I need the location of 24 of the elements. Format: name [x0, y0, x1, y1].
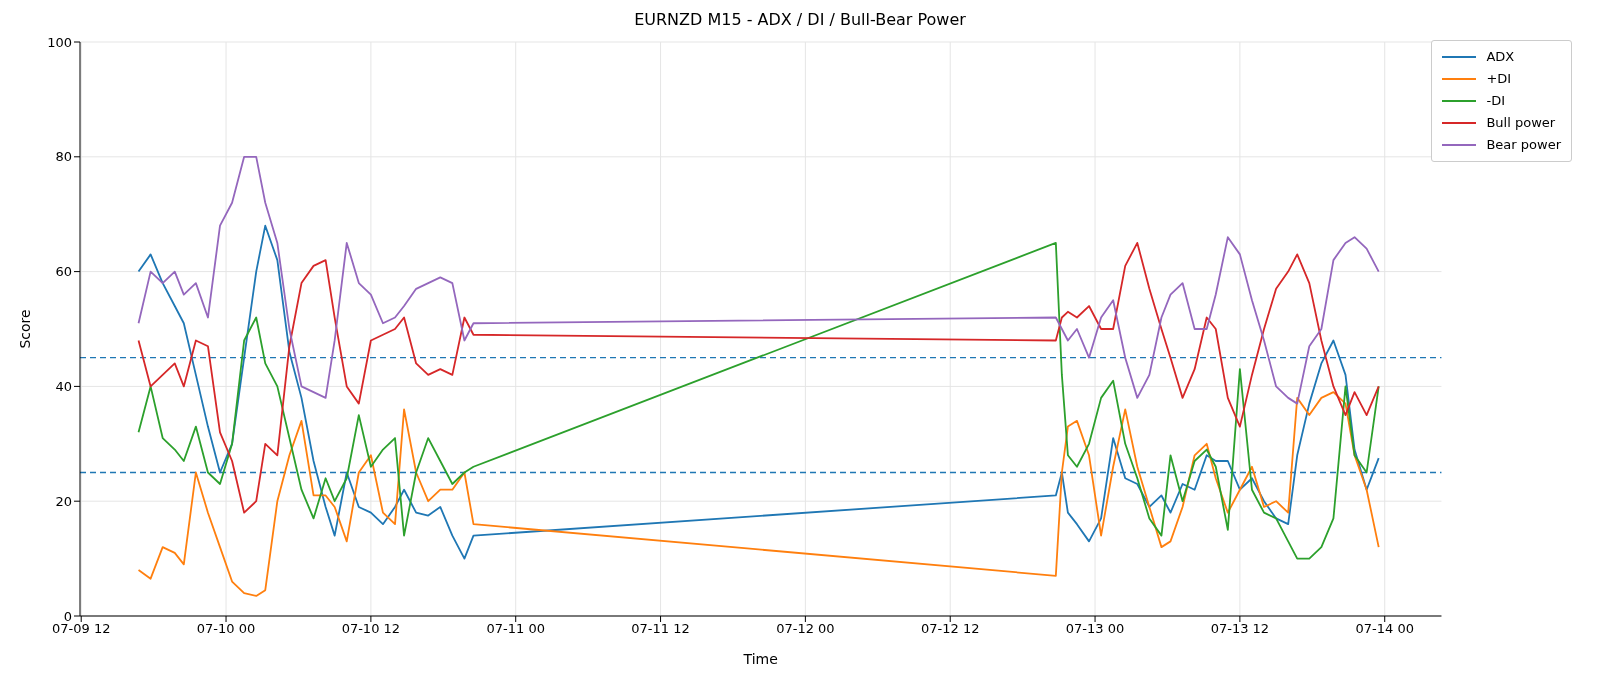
chart-title: EURNZD M15 - ADX / DI / Bull-Bear Power: [633, 9, 967, 31]
x-tick-label: 07-12 00: [776, 621, 835, 637]
x-tick-label: 07-14 00: [1355, 621, 1414, 637]
legend-label: ADX: [1486, 48, 1515, 66]
legend-label: Bear power: [1486, 136, 1561, 154]
y-tick-label: 20: [55, 493, 72, 509]
x-tick-label: 07-10 00: [196, 621, 256, 637]
x-axis-title: Time: [742, 651, 778, 667]
y-tick-label: 80: [55, 149, 72, 165]
x-tick-label: 07-13 12: [1210, 621, 1270, 637]
x-tick-label: 07-12 12: [920, 621, 980, 637]
x-tick-label: 07-11 12: [631, 621, 690, 637]
x-tick-label: 07-11 00: [486, 621, 545, 637]
y-tick-label: 60: [55, 264, 72, 280]
x-tick-label: 07-09 12: [51, 621, 111, 637]
y-axis-title: Score: [16, 309, 33, 349]
y-tick-label: 100: [47, 34, 72, 50]
legend-label: -DI: [1486, 92, 1505, 110]
x-tick-label: 07-10 12: [341, 621, 401, 637]
y-tick-label: 40: [55, 379, 72, 395]
y-tick-label: 0: [63, 608, 72, 624]
legend-label: Bull power: [1486, 114, 1556, 132]
legend-label: +DI: [1486, 70, 1512, 88]
x-tick-label: 07-13 00: [1065, 621, 1125, 637]
